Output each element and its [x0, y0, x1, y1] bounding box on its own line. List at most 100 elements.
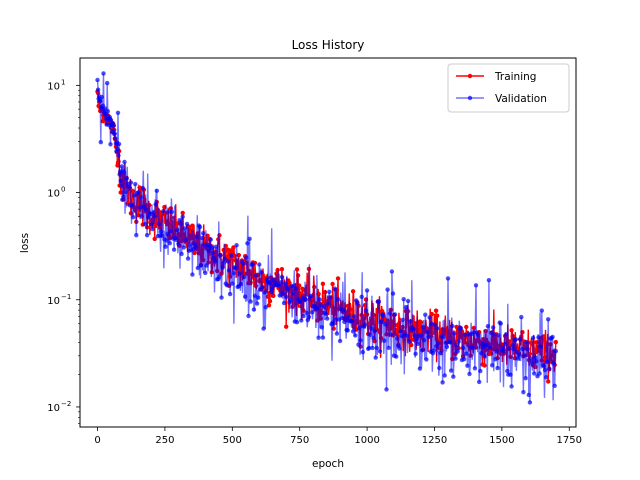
data-point [143, 207, 149, 212]
data-point [279, 267, 285, 272]
data-point [303, 297, 308, 302]
data-point [369, 326, 374, 331]
data-point [440, 380, 445, 385]
data-point [230, 281, 235, 286]
data-point [201, 231, 206, 236]
data-point [176, 241, 181, 247]
data-point [169, 209, 175, 215]
data-point [266, 303, 272, 308]
data-point [319, 325, 324, 330]
data-point [208, 237, 213, 242]
data-point [185, 256, 191, 261]
data-point [175, 221, 180, 226]
data-point [244, 255, 249, 260]
data-point [525, 346, 530, 352]
data-point [234, 243, 239, 248]
data-point [183, 238, 189, 243]
data-point [199, 235, 205, 241]
data-point [363, 308, 369, 313]
data-point [482, 363, 487, 368]
data-point [128, 180, 134, 185]
data-point [225, 259, 231, 264]
data-point [160, 233, 165, 238]
data-point [174, 237, 179, 242]
data-point [220, 265, 225, 270]
data-point [451, 374, 456, 379]
y-tick-exponent: −2 [61, 400, 71, 408]
data-point [368, 332, 373, 337]
data-point [260, 285, 265, 290]
data-point [507, 346, 512, 351]
y-tick-label: 10 [47, 403, 60, 414]
data-point [387, 311, 392, 316]
data-point [553, 339, 558, 345]
data-point [136, 190, 141, 195]
data-point [419, 348, 425, 353]
data-point [227, 291, 233, 297]
y-tick-label: 10 [47, 296, 60, 307]
data-point [445, 276, 451, 281]
data-point [158, 229, 164, 234]
data-point [179, 251, 184, 257]
data-point [115, 146, 120, 152]
data-point [343, 316, 348, 321]
data-point [243, 294, 248, 299]
data-point [452, 331, 457, 336]
y-tick-label: 10 [47, 81, 60, 92]
data-point [492, 332, 497, 337]
data-point [267, 298, 273, 304]
data-point [281, 300, 287, 306]
data-point [335, 297, 341, 302]
data-point [532, 371, 537, 376]
data-point [536, 335, 541, 340]
data-point [115, 110, 121, 116]
data-point [382, 338, 387, 343]
data-point [455, 349, 460, 354]
data-point [161, 208, 166, 214]
data-point [405, 298, 411, 304]
data-point [119, 164, 125, 169]
data-point [294, 320, 300, 325]
data-point [441, 334, 446, 340]
x-tick-label: 1250 [422, 435, 447, 446]
data-point [286, 287, 291, 292]
data-point [475, 333, 481, 338]
data-point [552, 383, 557, 388]
data-point [111, 123, 116, 128]
data-point [392, 312, 398, 317]
data-point [429, 311, 434, 317]
data-point [350, 289, 356, 294]
data-point [438, 350, 443, 356]
data-point [390, 291, 396, 296]
data-point [152, 214, 157, 219]
data-point [151, 210, 156, 215]
data-point [431, 348, 437, 353]
data-point [163, 244, 168, 249]
data-point [465, 363, 470, 368]
data-point [444, 344, 450, 349]
data-point [278, 280, 283, 285]
data-point [516, 352, 522, 357]
data-point [545, 359, 550, 364]
plot-area [95, 71, 558, 405]
data-point [435, 326, 440, 331]
data-point [206, 248, 211, 253]
data-point [409, 342, 414, 348]
data-point [252, 293, 258, 298]
data-point [526, 392, 531, 398]
data-point [473, 283, 479, 288]
data-point [461, 357, 467, 362]
data-point [134, 233, 139, 238]
data-point [301, 313, 306, 319]
data-point [203, 270, 208, 276]
data-point [350, 329, 356, 334]
chart-title: Loss History [292, 38, 365, 52]
data-point [527, 400, 533, 405]
data-point [121, 194, 126, 199]
data-point [423, 312, 428, 317]
data-point [547, 366, 552, 371]
data-point [248, 299, 253, 304]
data-point [433, 344, 439, 349]
data-point [456, 339, 461, 344]
data-point [411, 327, 416, 332]
